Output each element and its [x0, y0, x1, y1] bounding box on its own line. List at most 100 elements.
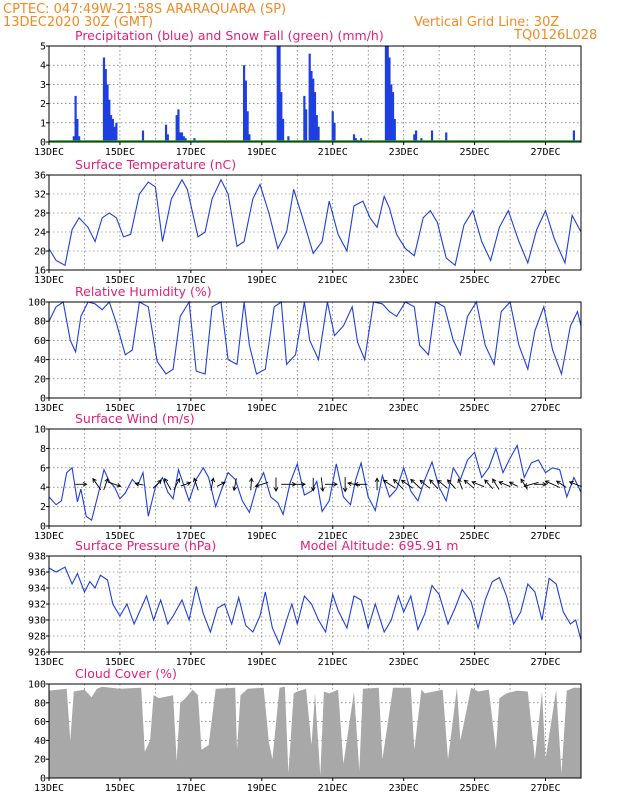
- x-tick-label: 23DEC: [389, 783, 419, 794]
- wind-arrow: [103, 477, 109, 491]
- cloud-frame: [48, 683, 582, 779]
- x-tick-label: 19DEC: [247, 657, 277, 668]
- wind-arrow-head: [232, 486, 237, 492]
- x-tick-label: 25DEC: [460, 403, 490, 414]
- precip-bar: [113, 126, 116, 142]
- y-tick-label: 926: [28, 648, 46, 659]
- wind-arrow-head: [320, 487, 325, 493]
- wind-arrow-shaft: [509, 481, 518, 487]
- wind-arrow-shaft: [164, 478, 172, 491]
- wind-arrow-head: [463, 479, 469, 485]
- wind-arrow-head: [301, 481, 306, 487]
- x-tick-label: 15DEC: [105, 783, 135, 794]
- precip-bar: [248, 134, 251, 142]
- y-tick-label: 4: [40, 61, 46, 72]
- wind-arrow: [534, 481, 548, 487]
- temperature-panel: 16 20 24 28 32 36 13DEC 15DEC 17DEC 19DEC 21DEC 23D…: [34, 157, 582, 286]
- wind-arrow: [498, 481, 511, 488]
- wind-arrow: [75, 481, 88, 487]
- wind-arrow: [492, 478, 500, 490]
- wind-arrow-shaft: [556, 480, 567, 488]
- wind-arrow-head: [273, 487, 279, 493]
- wind-arrow-head: [410, 478, 415, 484]
- y-tick-label: 0: [40, 774, 46, 785]
- y-tick-label: 60: [34, 717, 46, 728]
- humidity-panel: 0 20 40 60 80 100 13DEC 15DEC 17DEC 19DEC 21DEC 23D…: [28, 284, 582, 414]
- wind-arrow-head: [429, 479, 434, 484]
- precip-panel: 0 1 2 3 4 5 13DEC 15DEC 17DEC 19DEC 21DEC 23DEC 25DE…: [34, 28, 582, 158]
- pressure-panel: 926 928 930 932 934 936 938 13DEC 15DEC 17DEC 19DE…: [28, 538, 582, 668]
- wind-arrow-shaft: [216, 481, 226, 487]
- wind-arrow: [429, 479, 439, 489]
- wind-arrow: [193, 477, 199, 491]
- wind-arrow: [108, 481, 122, 488]
- wind-arrow-shaft: [524, 481, 539, 487]
- wind-arrow-shaft: [471, 481, 485, 488]
- humidity-line: [48, 300, 582, 377]
- humidity-frame: [48, 301, 582, 399]
- x-tick-label: 21DEC: [318, 403, 348, 414]
- x-tick-label: 17DEC: [176, 147, 206, 158]
- wind-arrow-shaft: [193, 478, 199, 491]
- x-tick-label: 19DEC: [247, 275, 277, 286]
- precip-bar: [331, 111, 334, 142]
- x-tick-label: 15DEC: [105, 531, 135, 542]
- precip-bar: [141, 130, 145, 142]
- precip-bar: [276, 46, 279, 142]
- wind-arrow-head: [382, 479, 388, 485]
- wind-arrow-head: [568, 480, 574, 486]
- x-tick-label: 19DEC: [247, 783, 277, 794]
- wind-arrow-shaft: [569, 481, 582, 488]
- precip-bar: [390, 84, 393, 142]
- wind-arrow-head: [471, 480, 477, 486]
- precip-bar: [278, 46, 281, 142]
- precip-bar: [244, 80, 247, 142]
- station-header: CPTEC: 047:49W-21:58S ARARAQUARA (SP): [3, 2, 286, 17]
- precip-bar: [388, 57, 391, 142]
- wind-arrow-shaft: [233, 478, 237, 491]
- y-tick-label: 20: [34, 755, 46, 766]
- precip-bar: [104, 69, 107, 142]
- precip-bar: [281, 118, 285, 142]
- wind-arrow-shaft: [498, 481, 511, 488]
- wind-arrow-head: [193, 477, 198, 483]
- y-tick-label: 100: [28, 680, 46, 691]
- wind-arrow-head: [520, 478, 525, 484]
- precip-bar: [310, 70, 313, 142]
- wind-arrow-shaft: [401, 479, 414, 489]
- wind-arrow: [484, 479, 494, 489]
- wind-arrow-shaft: [437, 479, 448, 489]
- wind-arrow: [382, 479, 396, 489]
- y-tick-label: 28: [34, 209, 46, 220]
- x-tick-label: 27DEC: [530, 403, 560, 414]
- wind-arrow-head: [508, 481, 514, 486]
- y-tick-label: 1: [40, 118, 46, 129]
- y-tick-label: 2: [40, 99, 46, 110]
- x-tick-label: 19DEC: [247, 531, 277, 542]
- y-tick-label: 0: [40, 394, 46, 405]
- wind-frame: [48, 428, 582, 527]
- wind-arrow: [446, 479, 456, 489]
- x-tick-label: 21DEC: [318, 657, 348, 668]
- precip-bar: [360, 138, 363, 142]
- precip-bar: [78, 136, 81, 142]
- wind-arrow: [92, 477, 102, 491]
- precip-bar: [180, 132, 184, 142]
- x-tick-label: 25DEC: [460, 147, 490, 158]
- precip-bar: [76, 118, 79, 142]
- precip-bar: [384, 46, 388, 142]
- x-tick-label: 23DEC: [389, 403, 419, 414]
- x-tick-label: 23DEC: [389, 275, 419, 286]
- y-tick-label: 5: [40, 42, 46, 53]
- wind-arrow: [520, 478, 528, 490]
- x-tick-label: 19DEC: [247, 403, 277, 414]
- precip-bar: [414, 130, 418, 142]
- wind-arrow-shaft: [180, 482, 191, 487]
- wind-arrow: [216, 481, 226, 487]
- wind-arrow-head: [164, 477, 169, 483]
- x-tick-label: 25DEC: [460, 531, 490, 542]
- precip-bar: [177, 109, 180, 142]
- x-tick-label: 21DEC: [318, 531, 348, 542]
- wind-arrow-head: [523, 483, 529, 488]
